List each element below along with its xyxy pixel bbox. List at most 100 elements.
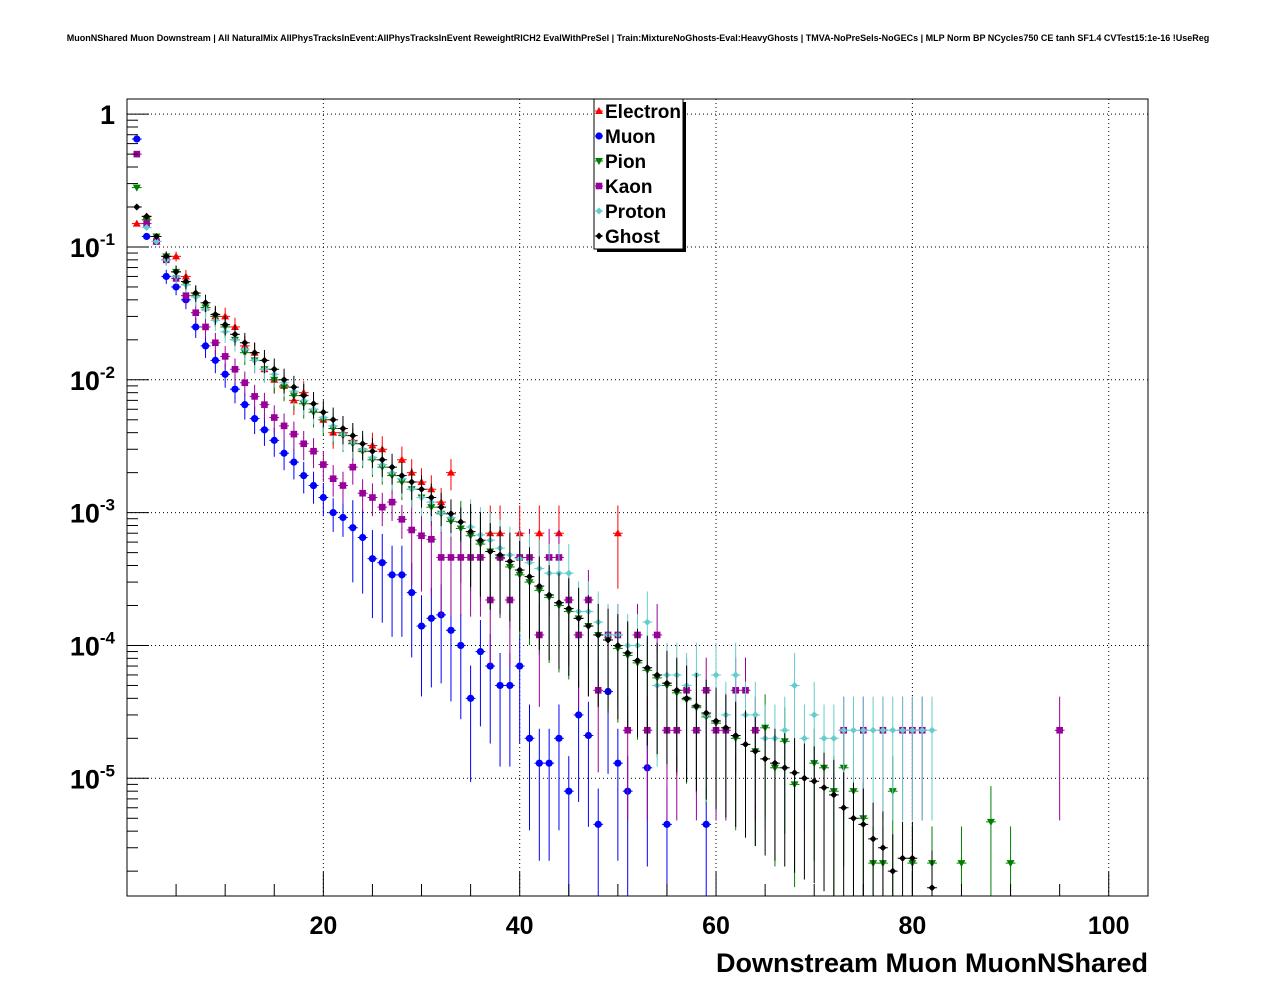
data-point [132, 219, 141, 227]
data-point [800, 734, 808, 742]
legend-entry-muon: Muon [595, 127, 656, 148]
legend-entry-pion: Pion [595, 152, 646, 173]
data-point [535, 529, 544, 537]
data-point [192, 309, 200, 317]
y-tick-label: 10-1 [70, 230, 115, 263]
data-point [398, 472, 406, 480]
data-point [506, 681, 514, 690]
data-point [506, 557, 514, 565]
data-point [221, 370, 229, 378]
data-point [712, 717, 720, 725]
data-point [133, 135, 141, 143]
data-point [319, 408, 327, 416]
data-point [221, 353, 229, 360]
data-point [840, 726, 848, 734]
y-tick-label: 10-5 [70, 761, 115, 794]
data-point [447, 626, 455, 634]
data-point [388, 498, 396, 506]
data-point [516, 662, 524, 670]
data-point [899, 854, 907, 862]
data-point [781, 726, 789, 734]
data-point [692, 702, 700, 710]
data-point [574, 711, 583, 719]
data-point [594, 631, 602, 639]
data-point [446, 468, 455, 476]
data-point [339, 424, 347, 432]
chart-title: MuonNShared Muon Downstream | All Natura… [66, 33, 1210, 43]
data-point [476, 647, 485, 656]
data-point [555, 599, 563, 607]
data-point [702, 709, 710, 717]
data-point [143, 224, 151, 232]
data-point [211, 311, 219, 319]
data-point [408, 478, 416, 486]
data-point [300, 440, 308, 448]
data-point [251, 415, 259, 423]
data-point [722, 724, 730, 732]
data-point [624, 649, 632, 657]
data-point [339, 482, 347, 489]
data-point [231, 330, 239, 338]
data-point [212, 339, 219, 347]
data-point [143, 220, 150, 227]
data-point [869, 835, 877, 843]
legend-label: Electron [605, 102, 681, 123]
data-point [368, 447, 376, 455]
data-point [467, 694, 475, 702]
y-tick-label: 10-4 [70, 628, 116, 661]
data-point [290, 383, 298, 391]
data-point [565, 604, 573, 612]
data-point [643, 664, 651, 672]
data-point [869, 726, 877, 734]
data-point [908, 726, 916, 734]
data-point [241, 379, 249, 387]
data-point [673, 686, 681, 694]
data-point [349, 524, 357, 532]
legend-entry-ghost: Ghost [595, 227, 661, 248]
data-point [741, 740, 749, 748]
data-point [496, 681, 504, 690]
data-point [172, 252, 181, 260]
data-point [810, 711, 818, 719]
y-tick-label: 10-3 [70, 496, 115, 529]
data-points [131, 135, 1065, 896]
legend-label: Ghost [605, 227, 661, 248]
data-point [820, 734, 828, 742]
data-point [417, 622, 426, 630]
data-point [260, 356, 268, 364]
data-point [849, 726, 857, 734]
data-point [545, 759, 553, 767]
data-point [162, 272, 170, 281]
data-point [202, 323, 209, 331]
data-point [437, 503, 445, 511]
data-point [761, 755, 769, 763]
data-point [634, 657, 641, 665]
data-point [496, 551, 504, 559]
data-point [280, 422, 288, 430]
data-point [457, 641, 465, 650]
data-point [162, 252, 170, 260]
data-point [525, 734, 534, 742]
data-point [211, 356, 219, 364]
data-point [457, 554, 465, 561]
data-point [613, 529, 622, 537]
data-point [260, 426, 269, 434]
data-point [270, 436, 278, 444]
data-point [791, 681, 799, 689]
data-point [182, 277, 190, 285]
data-point [486, 547, 494, 555]
data-point [653, 631, 661, 639]
data-point [859, 726, 867, 734]
data-point [310, 400, 318, 408]
data-point [565, 787, 573, 795]
data-point [182, 292, 190, 299]
data-point [663, 820, 671, 828]
data-point [428, 535, 435, 543]
data-point [555, 734, 563, 742]
data-point [899, 726, 907, 734]
legend-box [593, 98, 684, 250]
data-point [889, 867, 897, 875]
axes: 20 40 60 80 100 1 10-1 10-2 10-3 10-4 10-5 [70, 100, 1130, 940]
data-point [427, 494, 435, 501]
